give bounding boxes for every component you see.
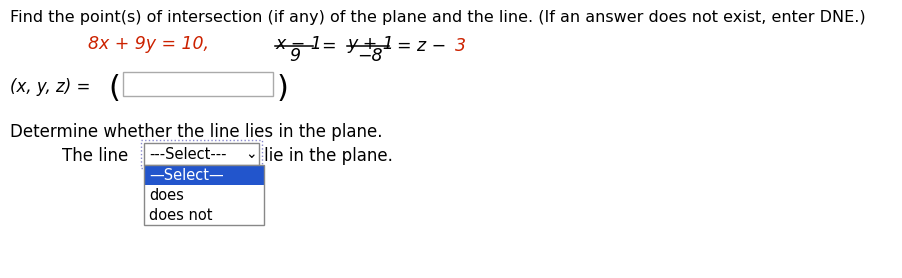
Text: =: = [320,37,336,55]
Text: lie in the plane.: lie in the plane. [263,147,392,165]
Bar [123,72,272,96]
Text: y + 1: y + 1 [346,35,393,53]
Bar [141,140,262,168]
Text: —Select—: —Select— [149,168,224,183]
Text: Determine whether the line lies in the plane.: Determine whether the line lies in the p… [10,123,382,141]
Bar [143,143,259,165]
Bar [143,165,263,225]
Text: 8x + 9y = 10,: 8x + 9y = 10, [87,35,208,53]
Text: does not: does not [149,208,212,223]
Bar [143,205,263,225]
Text: Find the point(s) of intersection (if any) of the plane and the line. (If an ans: Find the point(s) of intersection (if an… [10,10,865,25]
Text: −8: −8 [356,47,382,65]
Text: The line: The line [62,147,128,165]
Text: ---Select---: ---Select--- [149,147,226,162]
Text: x − 1: x − 1 [275,35,321,53]
Text: ): ) [277,74,289,103]
Text: = z −: = z − [397,37,446,55]
Bar [143,185,263,205]
Text: does: does [149,188,184,203]
Text: ⌄: ⌄ [244,147,256,161]
Text: 9: 9 [289,47,299,65]
Text: (: ( [108,74,120,103]
Text: (x, y, z) =: (x, y, z) = [10,78,90,96]
Bar [143,165,263,185]
Text: 3: 3 [455,37,465,55]
